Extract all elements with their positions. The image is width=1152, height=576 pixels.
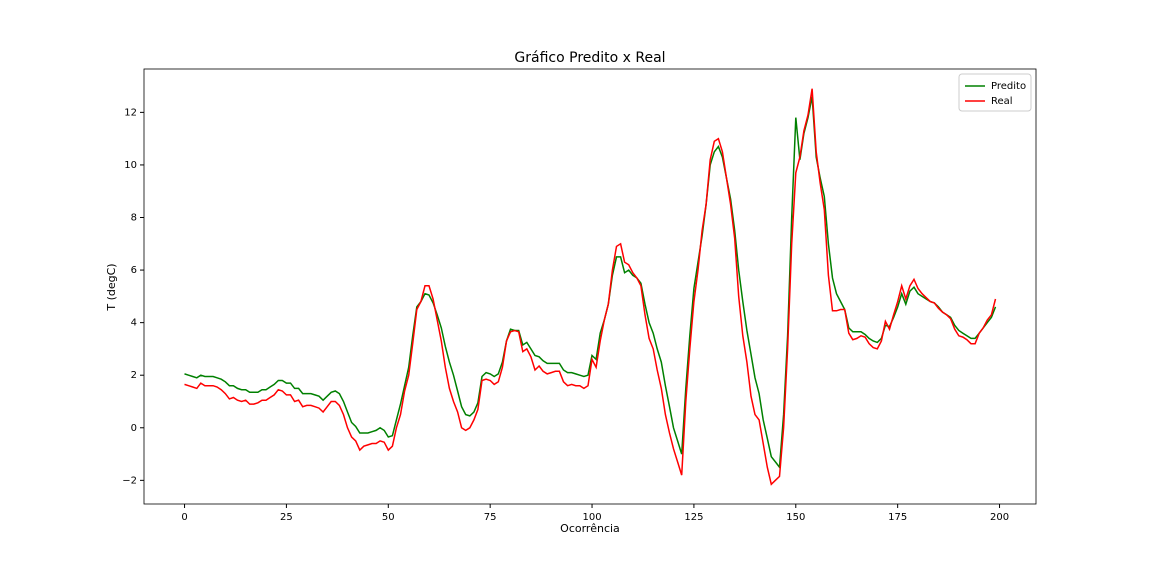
legend-label: Predito xyxy=(991,81,1026,92)
line-series xyxy=(184,96,997,470)
x-tick-label: 25 xyxy=(280,512,293,523)
plot-frame xyxy=(143,68,1037,505)
y-tick-label: 4 xyxy=(131,318,137,329)
x-tick-label: 50 xyxy=(382,512,395,523)
x-tick-label: 200 xyxy=(990,512,1009,523)
chart-title: Gráfico Predito x Real xyxy=(514,50,665,66)
x-axis-label: Ocorrência xyxy=(560,522,620,535)
y-tick-label: 2 xyxy=(131,370,137,381)
legend-label: Real xyxy=(991,96,1013,107)
y-tick-label: 12 xyxy=(124,107,137,118)
x-tick-label: 100 xyxy=(582,512,601,523)
y-tick-label: 0 xyxy=(131,423,137,434)
y-tick-label: 6 xyxy=(131,265,137,276)
y-axis-label: T (degC) xyxy=(105,263,118,311)
y-tick-label: 8 xyxy=(131,213,137,224)
y-tick-label: −2 xyxy=(122,475,137,486)
y-tick-label: 10 xyxy=(124,160,137,171)
x-tick-label: 150 xyxy=(786,512,805,523)
x-tick-label: 175 xyxy=(888,512,907,523)
x-tick-label: 125 xyxy=(684,512,703,523)
line-series xyxy=(184,88,997,486)
x-tick-label: 75 xyxy=(484,512,497,523)
x-tick-label: 0 xyxy=(181,512,187,523)
